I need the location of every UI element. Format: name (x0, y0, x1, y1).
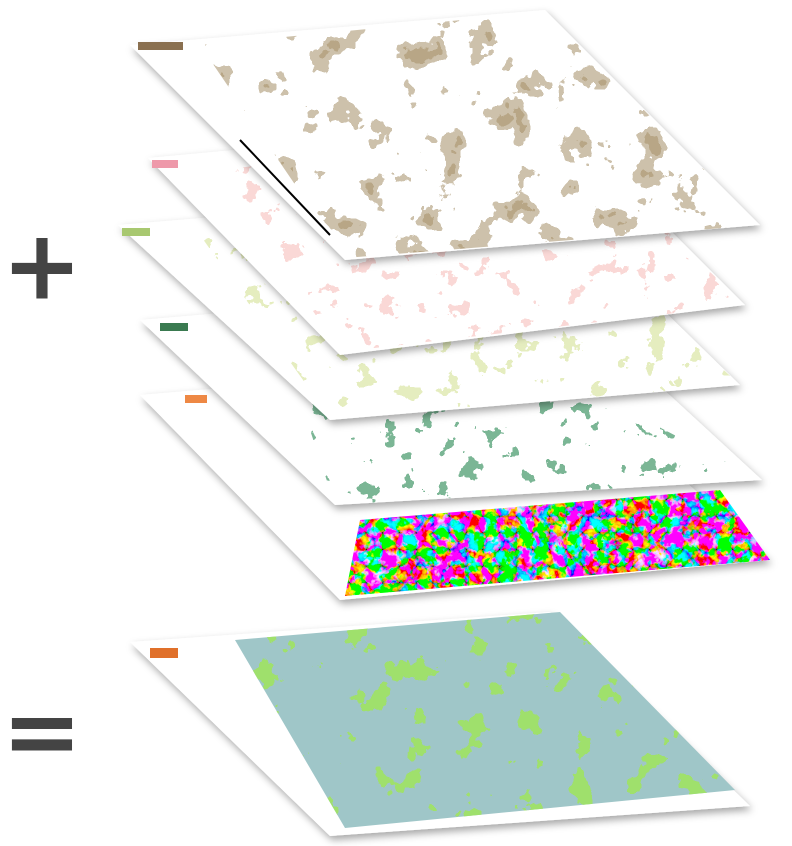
layer-stack-diagram: + = (0, 0, 792, 846)
equals-sign: = (2, 675, 82, 787)
result-layer (130, 605, 750, 836)
plus-sign: + (2, 209, 82, 321)
